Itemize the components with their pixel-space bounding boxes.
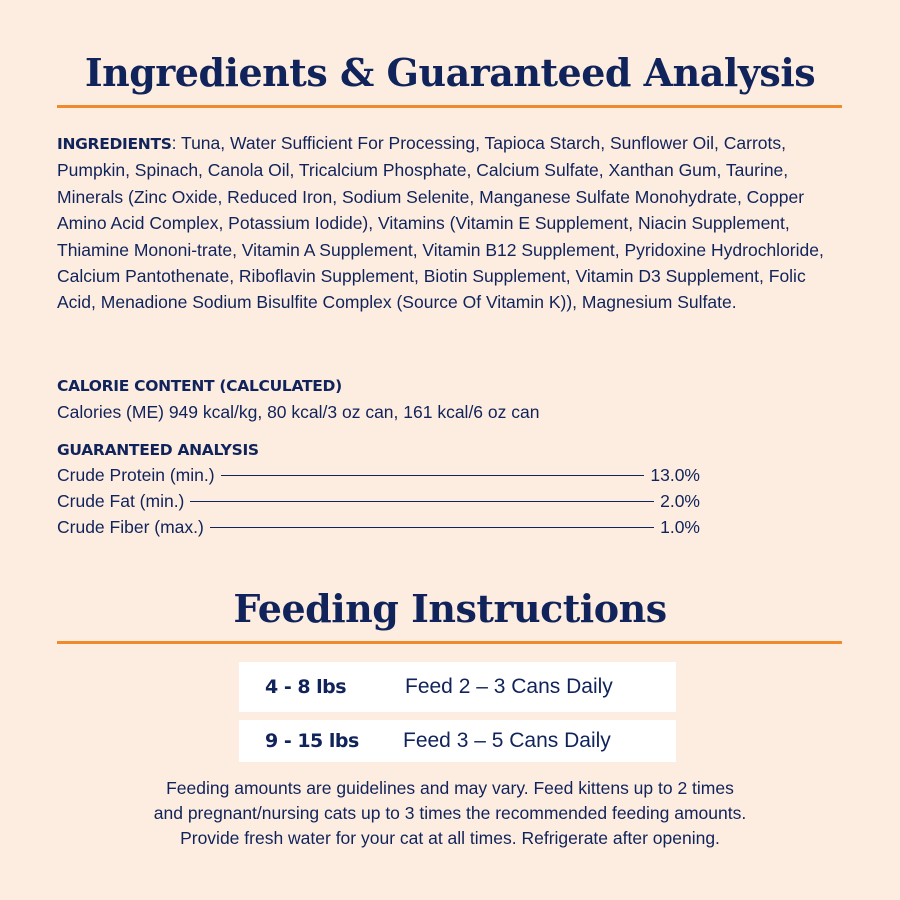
analysis-row: Crude Protein (min.) 13.0%	[57, 462, 700, 488]
note-line: Provide fresh water for your cat at all …	[180, 828, 720, 848]
calorie-label: CALORIE CONTENT (CALCULATED)	[57, 377, 342, 395]
calorie-text: Calories (ME) 949 kcal/kg, 80 kcal/3 oz …	[57, 402, 540, 423]
analysis-name: Crude Fiber (max.)	[57, 516, 204, 537]
page-title: Ingredients & Guaranteed Analysis	[84, 50, 816, 95]
feeding-note: Feeding amounts are guidelines and may v…	[0, 776, 900, 851]
leader-line	[220, 474, 645, 476]
feeding-row: 4 - 8 lbs Feed 2 – 3 Cans Daily	[239, 662, 676, 712]
feeding-weight: 4 - 8 lbs	[265, 676, 347, 698]
analysis-row: Crude Fiber (max.) 1.0%	[57, 514, 700, 540]
feeding-amount: Feed 2 – 3 Cans Daily	[405, 675, 613, 698]
ingredients-list: : Tuna, Water Sufficient For Processing,…	[57, 133, 824, 313]
analysis-value: 13.0%	[650, 464, 700, 485]
ingredients-section: INGREDIENTS: Tuna, Water Sufficient For …	[57, 130, 847, 316]
note-line: and pregnant/nursing cats up to 3 times …	[153, 803, 747, 823]
analysis-value: 2.0%	[660, 490, 700, 511]
ingredients-text: INGREDIENTS: Tuna, Water Sufficient For …	[57, 130, 847, 316]
note-line: Feeding amounts are guidelines and may v…	[166, 778, 734, 798]
leader-line	[190, 500, 655, 502]
calorie-section: CALORIE CONTENT (CALCULATED) Calories (M…	[57, 373, 847, 426]
analysis-label: GUARANTEED ANALYSIS	[57, 441, 259, 459]
feeding-weight: 9 - 15 lbs	[265, 730, 359, 752]
analysis-name: Crude Protein (min.)	[57, 464, 215, 485]
leader-line	[209, 526, 655, 528]
analysis-name: Crude Fat (min.)	[57, 490, 185, 511]
ingredients-label: INGREDIENTS	[57, 135, 172, 153]
feeding-row: 9 - 15 lbs Feed 3 – 5 Cans Daily	[239, 720, 676, 762]
analysis-row: Crude Fat (min.) 2.0%	[57, 488, 700, 514]
analysis-section: GUARANTEED ANALYSIS Crude Protein (min.)…	[57, 438, 847, 540]
feeding-amount: Feed 3 – 5 Cans Daily	[403, 729, 611, 752]
title-divider	[57, 105, 842, 108]
feeding-divider	[57, 641, 842, 644]
feeding-title: Feeding Instructions	[233, 586, 667, 631]
analysis-value: 1.0%	[660, 516, 700, 537]
